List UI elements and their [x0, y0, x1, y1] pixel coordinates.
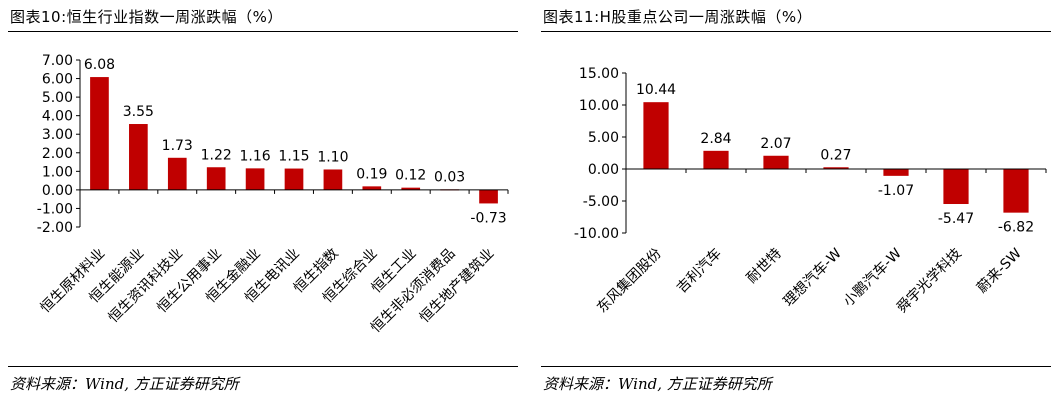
data-label: 3.55 [123, 104, 154, 120]
data-label: 1.16 [240, 148, 271, 164]
y-tick-label: 7.00 [42, 53, 73, 69]
y-tick-label: 3.00 [42, 127, 73, 143]
data-label: 10.44 [636, 82, 676, 98]
category-label: 吉利汽车 [673, 245, 725, 297]
data-label: 0.03 [434, 169, 465, 185]
y-tick-label: 10.00 [579, 98, 619, 114]
bar [284, 168, 304, 190]
industry-index-panel: 图表10:恒生行业指数一周涨跌幅（%） -2.00 -1.00 0.00 1.00 2.… [8, 0, 518, 401]
bar [362, 186, 382, 190]
data-label: 1.15 [278, 149, 309, 165]
bar [479, 189, 498, 204]
data-label: 2.84 [700, 131, 731, 147]
title-rule [541, 31, 1051, 32]
y-tick-label: 4.00 [42, 109, 73, 125]
bar [883, 169, 909, 176]
bar [703, 150, 729, 169]
data-label: 1.10 [317, 149, 348, 165]
source-rule [541, 366, 1051, 367]
h-share-panel: 图表11:H股重点公司一周涨跌幅（%） -10.00 -5.00 0.00 5.00 1… [541, 0, 1051, 401]
h-share-chart: -10.00 -5.00 0.00 5.00 10.00 15.00 10.44 2.84 2.… [574, 66, 1047, 317]
category-label: 小鹏汽车-W [840, 245, 905, 310]
data-label: 2.07 [760, 136, 791, 152]
bar [129, 124, 148, 190]
data-label: 0.19 [356, 166, 387, 182]
bar [823, 167, 849, 169]
bar [167, 157, 187, 190]
data-label: 0.27 [820, 147, 851, 163]
data-label: 1.73 [162, 138, 193, 154]
source-note: 资料来源：Wind, 方正证券研究所 [10, 375, 239, 393]
bar [323, 169, 343, 190]
y-tick-label: -2.00 [37, 220, 73, 236]
y-tick-label: 2.00 [42, 146, 73, 162]
y-tick-label: 1.00 [42, 164, 73, 180]
source-rule [8, 366, 518, 367]
data-label: -1.07 [878, 183, 914, 199]
title-rule [8, 31, 518, 32]
panel-title: 图表10:恒生行业指数一周涨跌幅（%） [10, 8, 283, 26]
y-tick-label: 15.00 [579, 66, 619, 82]
data-label: 0.12 [395, 168, 426, 184]
bar [245, 168, 265, 190]
data-label: 6.08 [84, 57, 115, 73]
industry-index-chart: -2.00 -1.00 0.00 1.00 2.00 3.00 4.00 5.00 6.00 7.… [37, 53, 509, 336]
source-note: 资料来源：Wind, 方正证券研究所 [543, 375, 772, 393]
y-tick-label: 5.00 [588, 130, 619, 146]
bar [1003, 169, 1029, 213]
category-label: 舜宇光学科技 [894, 246, 965, 317]
y-tick-label: 0.00 [588, 162, 619, 178]
y-tick-label: 0.00 [42, 183, 73, 199]
category-label: 理想汽车-W [780, 245, 845, 310]
bar [206, 167, 226, 190]
y-tick-label: 5.00 [42, 90, 73, 106]
bar [643, 102, 669, 169]
bar [401, 187, 421, 190]
y-tick-label: -1.00 [37, 201, 73, 217]
y-tick-label: -10.00 [574, 226, 619, 242]
category-label: 蔚来-SW [974, 245, 1025, 296]
y-tick-label: 6.00 [42, 72, 73, 88]
data-label: -6.82 [998, 220, 1034, 236]
bar [90, 77, 109, 190]
bar [943, 169, 969, 205]
data-label: -0.73 [470, 210, 506, 226]
bar [763, 155, 789, 169]
category-label: 东风集团股份 [593, 245, 664, 316]
y-tick-label: -5.00 [583, 194, 619, 210]
data-label: -5.47 [938, 211, 974, 227]
category-label: 耐世特 [744, 246, 785, 287]
panel-title: 图表11:H股重点公司一周涨跌幅（%） [543, 8, 813, 26]
data-label: 1.22 [201, 147, 232, 163]
